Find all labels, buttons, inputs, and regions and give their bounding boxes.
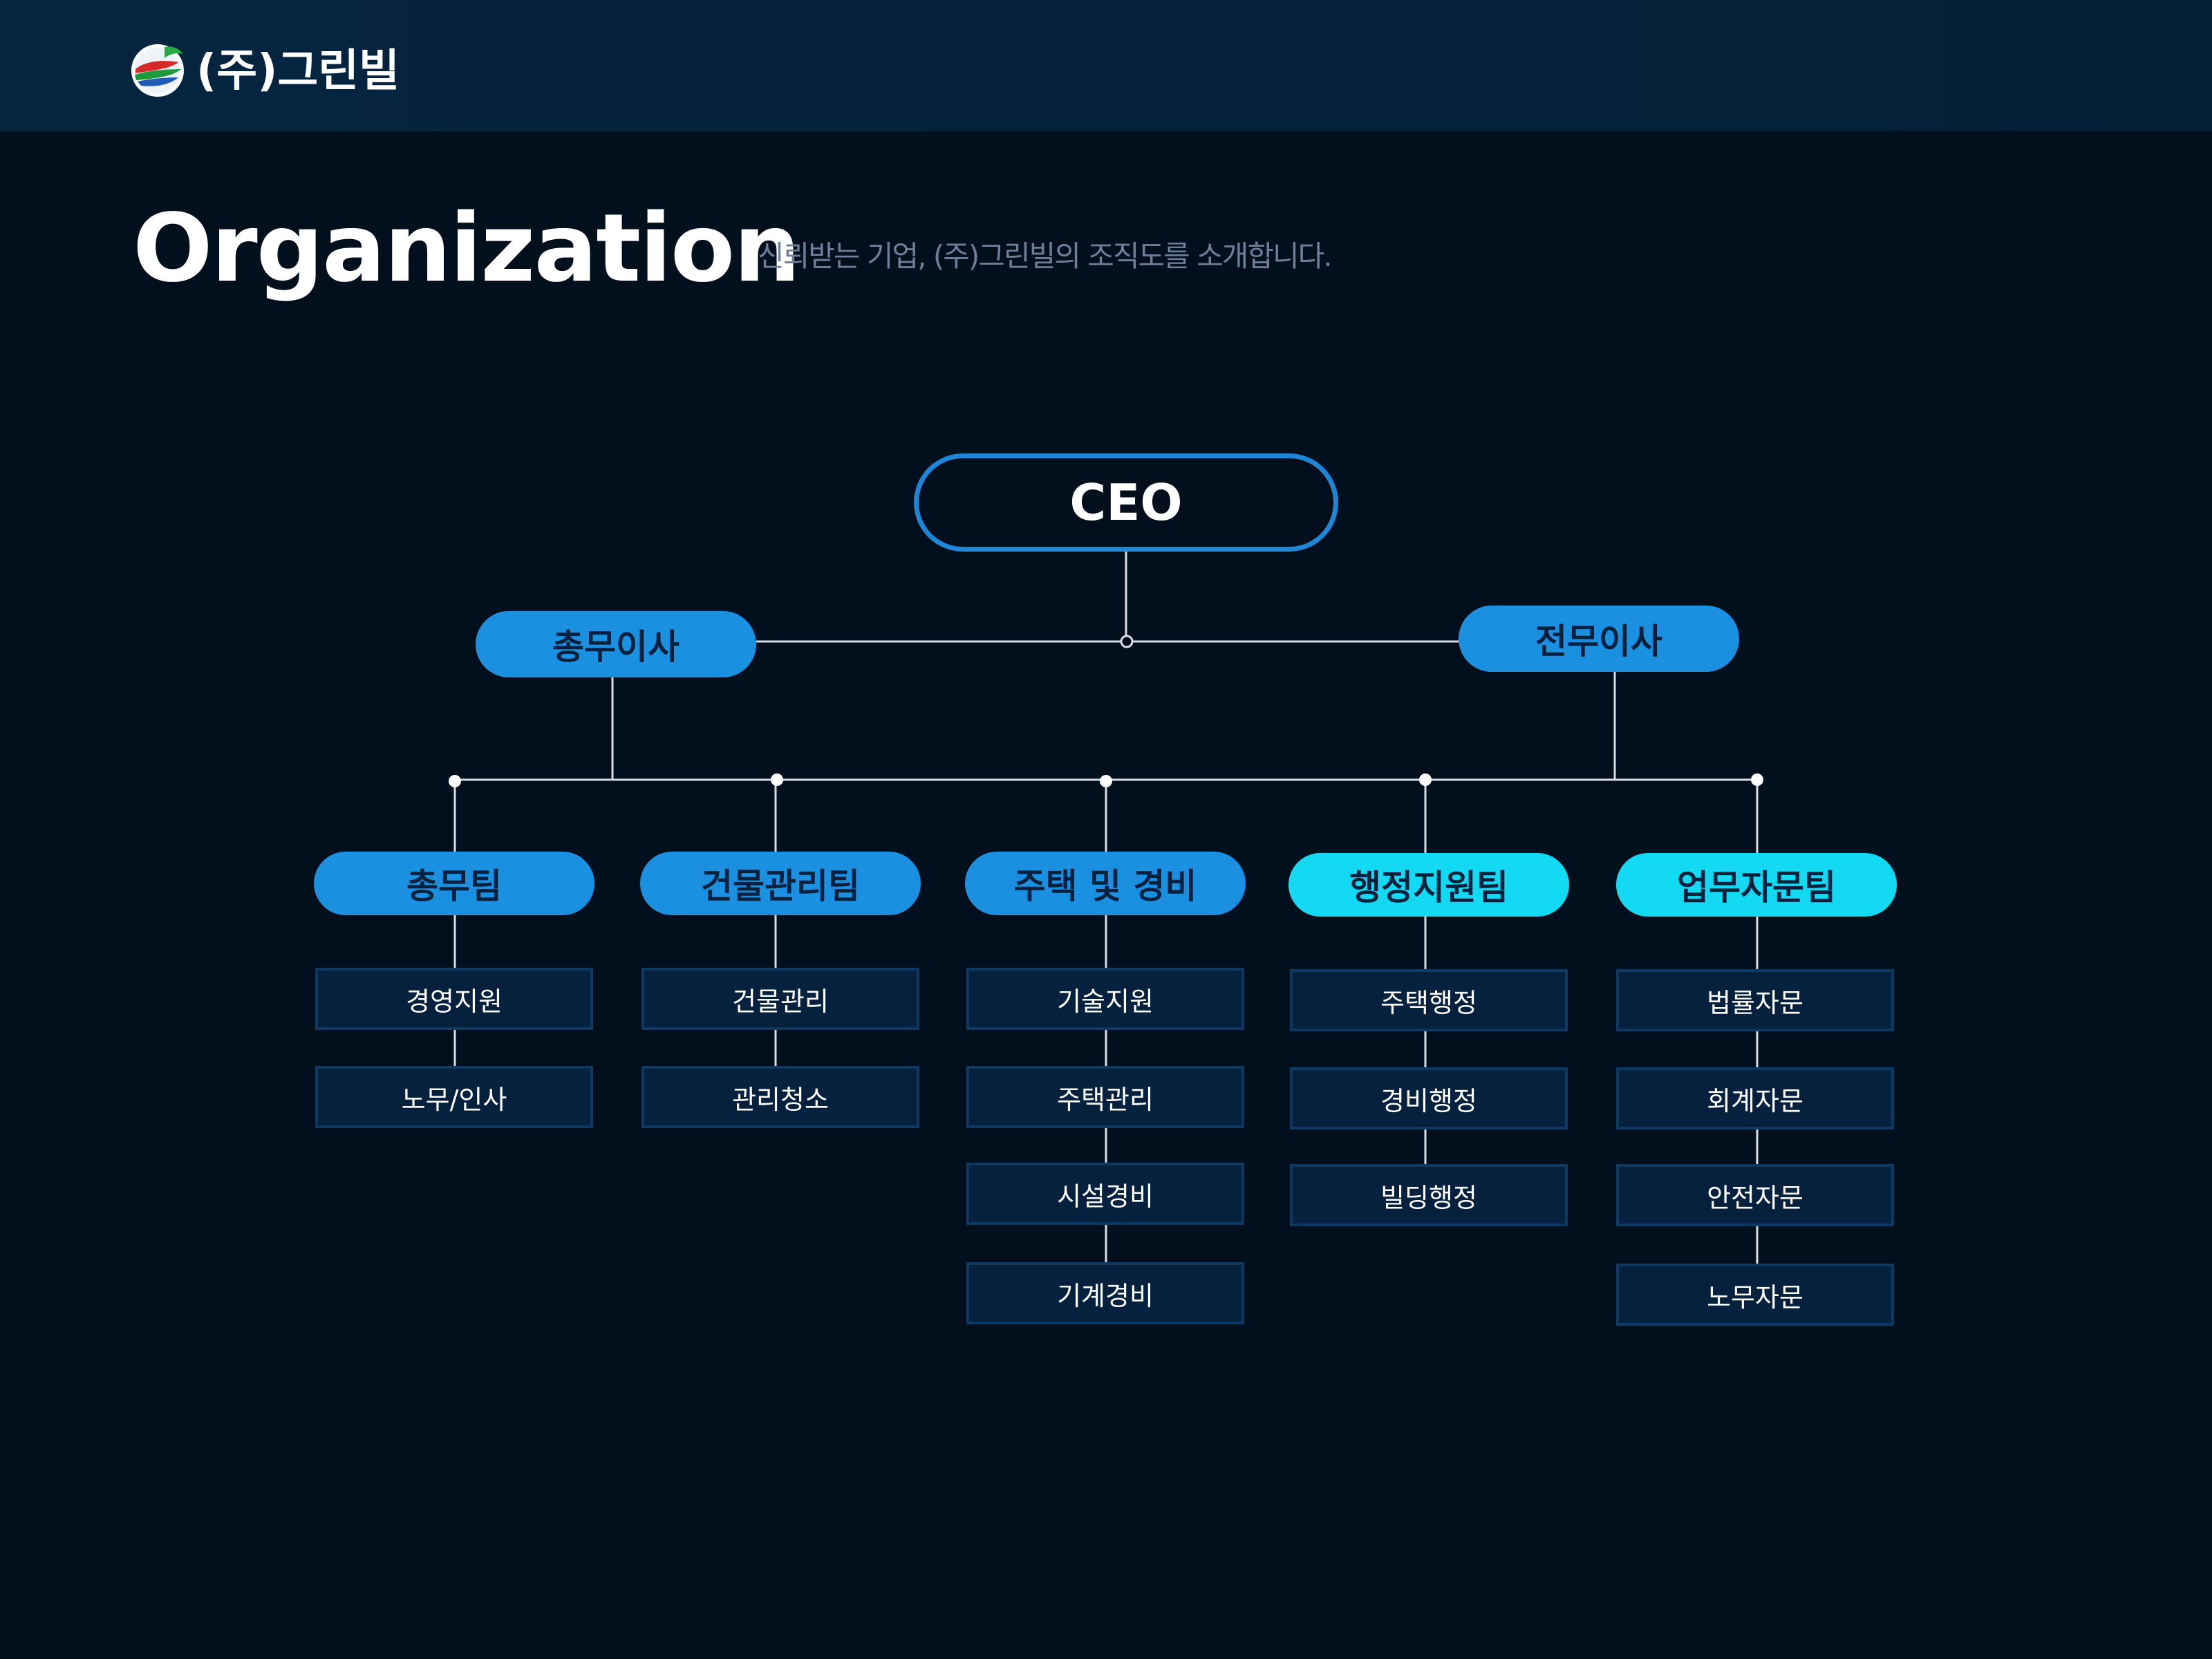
unit-box: 시설경비 (966, 1163, 1244, 1225)
unit-box: 빌딩행정 (1290, 1164, 1568, 1226)
greenvil-logo-icon (131, 44, 184, 97)
exec-node-managing-director: 전무이사 (1459, 606, 1739, 672)
unit-box: 법률자문 (1616, 969, 1894, 1031)
team-node-building-management: 건물관리팀 (640, 852, 921, 915)
unit-box: 노무/인사 (315, 1066, 593, 1128)
unit-box: 경비행정 (1290, 1067, 1568, 1130)
page-title: Organization (133, 194, 800, 303)
unit-box: 회계자문 (1616, 1067, 1894, 1130)
unit-box: 경영지원 (315, 968, 593, 1030)
exec-node-general-affairs-director: 총무이사 (476, 611, 756, 677)
unit-box: 기술지원 (966, 968, 1244, 1030)
top-header-bar: (주)그린빌 (0, 0, 2212, 131)
unit-box: 관리청소 (641, 1066, 919, 1128)
team-node-general-affairs: 총무팀 (314, 852, 594, 915)
team-node-business-advisory: 업무자문팀 (1616, 853, 1897, 917)
unit-box: 노무자문 (1616, 1264, 1894, 1326)
unit-box: 안전자문 (1616, 1164, 1894, 1226)
unit-box: 건물관리 (641, 968, 919, 1030)
unit-box: 기계경비 (966, 1262, 1244, 1324)
unit-box: 주택행정 (1290, 969, 1568, 1031)
team-node-housing-security: 주택 및 경비 (965, 852, 1246, 915)
page-subtitle: 신뢰받는 기업, (주)그린빌의 조직도를 소개합니다. (758, 239, 1333, 273)
ceo-node: CEO (914, 453, 1338, 552)
unit-box: 주택관리 (966, 1066, 1244, 1128)
company-brand-name: (주)그린빌 (196, 46, 400, 97)
team-node-admin-support: 행정지원팀 (1288, 853, 1569, 917)
